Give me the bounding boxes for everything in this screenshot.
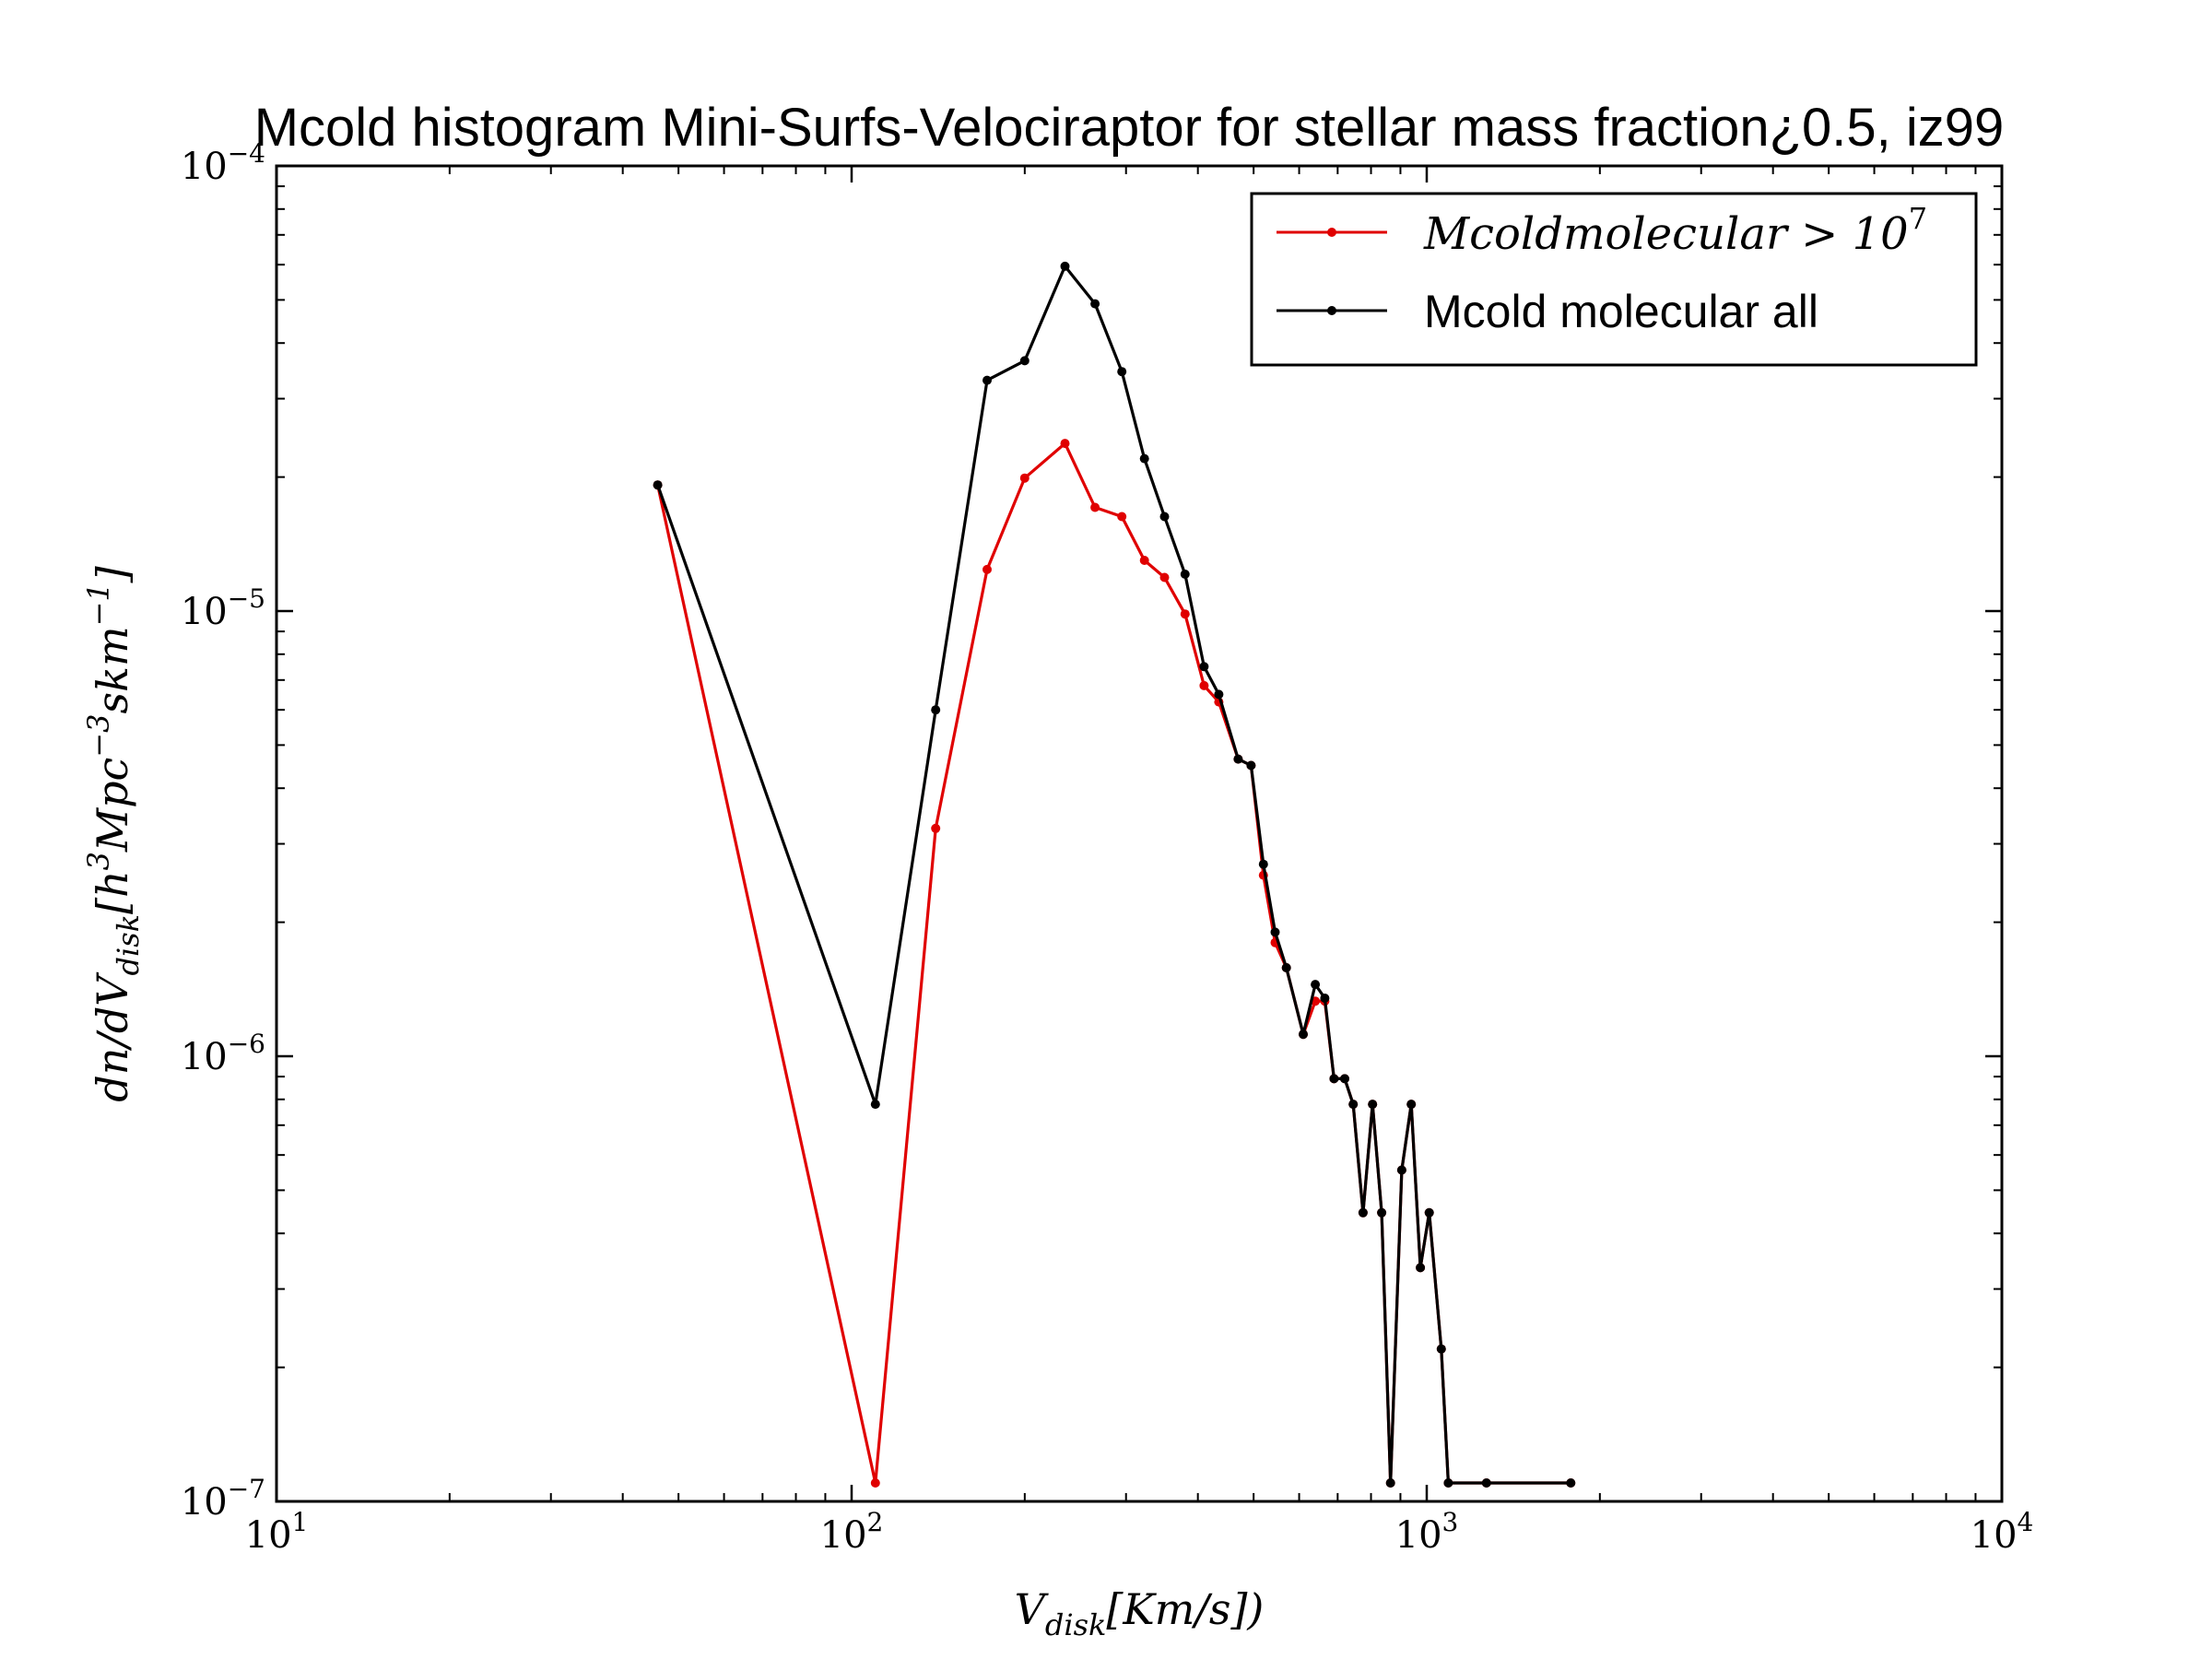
data-point [1090,502,1100,512]
data-point [870,1100,880,1110]
data-point [1416,1263,1426,1273]
data-point [1424,1207,1434,1218]
data-point [653,480,663,490]
data-point [982,375,992,385]
y-tick-label: 10−6 [181,1029,265,1078]
legend-swatch-red-marker [1327,228,1336,237]
data-point [1377,1207,1387,1218]
legend-entry-red: Mcoldmolecular > 107 [1277,201,1927,260]
data-point [1214,689,1224,700]
data-point [1060,261,1070,271]
series-black [653,261,1576,1488]
data-point [1443,1478,1453,1488]
data-point [1368,1100,1378,1110]
x-tick-label: 104 [1971,1507,2034,1557]
data-point [1320,994,1330,1003]
data-point [870,1478,880,1488]
data-point [1233,754,1243,764]
legend-swatch-black-marker [1327,306,1336,315]
data-point [1159,572,1170,582]
data-point [1199,680,1209,690]
data-point [1281,963,1291,972]
data-point [1348,1100,1359,1110]
y-tick-label: 10−7 [181,1474,265,1524]
y-axis-label: dn/dVdisk[h3Mpc−3skm−1] [81,566,146,1101]
data-point [1481,1478,1491,1488]
data-point [1385,1478,1395,1488]
x-tick-label: 101 [245,1507,309,1557]
legend-label-black: Mcold molecular all [1424,286,1818,337]
data-point [1258,859,1268,869]
data-point [1311,980,1321,990]
chart-title: Mcold histogram Mini-Surfs-Velociraptor … [254,98,2005,158]
data-point [1358,1207,1368,1218]
data-point [1299,1030,1308,1040]
data-point [1329,1074,1339,1084]
legend-entry-black: Mcold molecular all [1277,286,1818,337]
data-point [1139,453,1149,464]
x-tick-label: 103 [1395,1507,1459,1557]
data-point [1117,367,1127,377]
tick-labels: 101 102 103 104 10−7 10−6 10−5 10−4 [181,138,2034,1557]
data-point [1180,609,1190,619]
data-point [1396,1165,1406,1175]
data-point [1060,439,1070,449]
data-point [1246,760,1256,771]
y-tick-label: 10−5 [181,583,265,633]
data-point [1340,1074,1349,1084]
y-tick-label: 10−4 [181,138,265,188]
data-point [931,823,941,833]
series-line [656,265,1571,1485]
data-point [1159,512,1170,522]
series-layer [653,261,1576,1488]
legend-label-red: Mcoldmolecular > 107 [1423,201,1927,260]
data-point [1270,927,1280,937]
data-point [931,705,941,715]
x-tick-label: 102 [820,1507,884,1557]
data-point [1090,299,1100,309]
data-point [1406,1100,1417,1110]
legend-frame [1250,192,1978,367]
data-point [1139,556,1149,565]
data-point [1566,1478,1576,1488]
data-point [1019,356,1030,366]
plot-frame [275,164,2004,1503]
data-point [1199,662,1209,672]
data-point [1019,473,1030,483]
major-ticks [275,164,2004,1503]
data-point [1117,512,1127,522]
legend: Mcoldmolecular > 107 Mcold molecular all [1250,192,1978,367]
data-point [1436,1344,1446,1354]
data-point [1180,570,1190,579]
minor-ticks [276,166,2002,1501]
data-point [982,564,992,574]
plot-area [275,164,2004,1503]
x-axis-label: Vdisk[Km/s]) [1015,1584,1265,1642]
